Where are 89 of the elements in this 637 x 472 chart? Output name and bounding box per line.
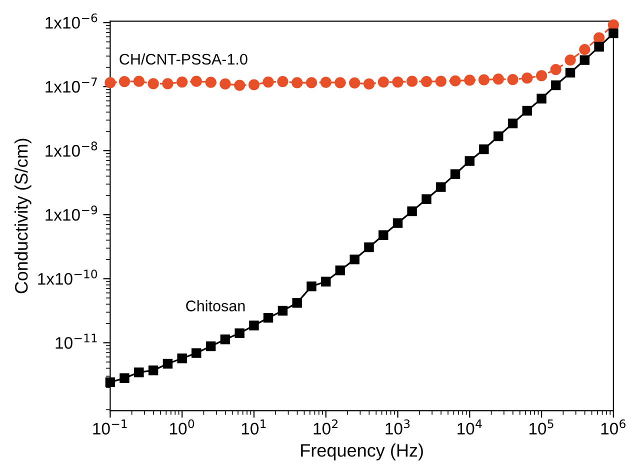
point	[564, 54, 576, 66]
point	[507, 74, 518, 86]
point	[378, 76, 389, 88]
point	[176, 76, 188, 88]
point	[306, 281, 316, 292]
point	[321, 276, 331, 286]
point	[464, 156, 475, 166]
y-tick-label: 1x10$^{−6}$	[46, 13, 98, 29]
point	[320, 76, 332, 88]
x-tick-label: 10$^{2}$	[314, 419, 338, 435]
point	[206, 341, 216, 352]
point	[306, 77, 318, 88]
point	[134, 367, 144, 378]
point	[492, 74, 504, 85]
x-tick-label: 10$^{6}$	[601, 419, 626, 435]
point	[105, 377, 116, 388]
point	[234, 328, 244, 338]
point	[422, 194, 432, 204]
point	[205, 76, 216, 88]
x-tick-label: 10$^{0}$	[170, 419, 194, 435]
point	[220, 78, 231, 90]
point	[349, 77, 360, 89]
point	[177, 354, 187, 364]
point	[565, 68, 576, 78]
point	[579, 44, 590, 56]
point	[522, 106, 532, 116]
x-axis-title: Frequency (Hz)	[301, 444, 423, 460]
point	[580, 55, 590, 65]
series-label: CH/CNT-PSSA-1.0	[120, 53, 248, 65]
series-label: Chitosan	[186, 300, 245, 312]
y-tick-label: 1x10$^{−7}$	[46, 78, 97, 93]
point	[162, 358, 173, 369]
point	[335, 266, 346, 276]
point	[162, 78, 174, 90]
point	[278, 306, 288, 316]
point	[436, 182, 446, 192]
x-tick-label: 10$^{−1}$	[93, 420, 127, 435]
point	[435, 76, 446, 87]
point	[608, 28, 618, 38]
x-tick-label: 10$^{1}$	[242, 420, 266, 435]
point	[536, 94, 546, 104]
point	[262, 76, 274, 88]
point	[148, 366, 158, 376]
point	[406, 76, 418, 87]
point	[120, 373, 130, 383]
point	[118, 76, 130, 88]
x-tick-label: 10$^{4}$	[458, 420, 482, 435]
point	[420, 76, 432, 88]
point	[334, 77, 346, 88]
point	[277, 76, 288, 88]
point	[450, 75, 461, 86]
point	[249, 320, 259, 330]
point	[248, 79, 260, 90]
point	[494, 131, 504, 142]
point	[594, 32, 605, 44]
point	[364, 242, 374, 252]
y-axis-title: Conductivity (S/cm)	[14, 138, 32, 294]
point	[464, 74, 476, 86]
point	[292, 77, 303, 88]
point	[407, 206, 417, 216]
point	[234, 80, 246, 91]
point	[550, 80, 561, 90]
point	[363, 78, 375, 90]
y-tick-label: 1x10$^{−8}$	[46, 142, 98, 157]
point	[378, 230, 388, 240]
y-tick-label: 10$^{−11}$	[56, 334, 97, 349]
point	[350, 254, 360, 264]
point	[263, 312, 274, 323]
y-tick-label: 1x10$^{−10}$	[38, 270, 98, 285]
point	[522, 72, 533, 84]
x-tick-label: 10$^{3}$	[386, 419, 410, 435]
point	[450, 169, 460, 179]
y-tick-label: 1x10$^{−9}$	[46, 206, 98, 221]
point	[479, 144, 489, 154]
point	[192, 348, 202, 358]
x-tick-label: 10$^{5}$	[529, 420, 554, 435]
point	[508, 118, 518, 128]
point	[594, 42, 604, 52]
point	[536, 70, 548, 82]
point	[550, 64, 562, 76]
point	[190, 76, 202, 87]
point	[392, 218, 403, 228]
point	[133, 76, 144, 87]
point	[392, 76, 404, 88]
point	[292, 298, 302, 308]
point	[148, 78, 159, 90]
point	[220, 334, 230, 344]
point	[478, 74, 490, 86]
point	[104, 77, 116, 88]
